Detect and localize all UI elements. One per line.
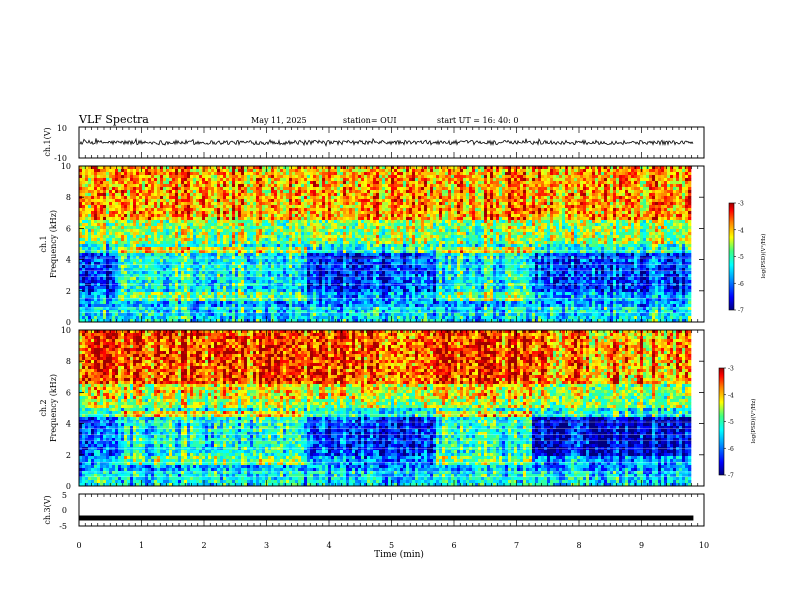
ch1-ylabel: ch.1(V) [43,127,52,156]
ch1-spectrogram-image [79,166,693,322]
ytick-label: 10 [61,326,71,335]
ch2-spec-ylabel-frequency: Frequency (kHz) [49,374,58,442]
ytick-label: 0 [66,482,71,491]
ch2-spectrogram-image [79,330,693,486]
ch2-colorbar-ticks: -3 -4 -5 -6 -7 [724,366,734,480]
time-tick-labels: 0 1 2 3 4 5 6 7 8 9 10 [76,541,709,550]
colorbar-tick-label: -7 [738,308,744,315]
colorbar-tick-label: -4 [728,392,734,399]
ch2-colorbar-scale [719,368,724,475]
ch1-spec-ylabel-channel: ch.1 [39,235,48,252]
time-tick-label: 4 [326,541,331,550]
ytick-label: 6 [66,388,71,397]
ytick-label: 8 [66,193,71,202]
time-tick-label: 3 [264,541,269,550]
ytick-label: 6 [66,224,71,233]
colorbar-tick-label: -7 [728,473,734,480]
ch3-ylabel: ch.3(V) [43,495,52,524]
ch3-ytick-top: 5 [62,491,67,500]
ch1-colorbar-label: log(PSD)(V²/Hz) [760,234,767,279]
time-tick-label: 9 [639,541,644,550]
colorbar-tick-label: -6 [738,281,744,288]
ch3-ytick-bottom: -5 [59,522,67,531]
ch1-spec-ylabel-frequency: Frequency (kHz) [49,210,58,278]
x-axis-label: Time (min) [374,549,424,560]
ch2-spectrogram-panel: 0 2 4 6 8 10 ch.2 Frequency (kHz) -3 -4 -5 -6 -7 … [39,326,757,491]
date-label: May 11, 2025 [251,116,307,125]
colorbar-tick-label: -3 [738,201,744,208]
ch1-ytick-top: 10 [57,124,67,133]
colorbar-tick-label: -5 [728,419,734,426]
time-tick-label: 0 [76,541,81,550]
station-label: station= OUI [343,116,397,125]
ytick-label: 2 [66,451,71,460]
colorbar-tick-label: -3 [728,366,734,373]
ch3-waveform-panel: 5 0 -5 ch.3(V) [43,491,704,531]
ch1-colorbar-ticks: -3 -4 -5 -6 -7 [734,201,744,315]
ytick-label: 8 [66,357,71,366]
time-tick-label: 10 [699,541,709,550]
ch1-trace [80,138,693,145]
ch1-waveform-panel: 10 -10 ch.1(V) [43,124,704,163]
time-tick-label: 2 [201,541,206,550]
time-tick-label: 8 [576,541,581,550]
time-tick-label: 5 [389,541,394,550]
start-time-label: start UT = 16: 40: 0 [437,116,518,125]
ch3-ytick-mid: 0 [62,506,67,515]
ch1-colorbar: -3 -4 -5 -6 -7 log(PSD)(V²/Hz) [729,201,767,315]
ytick-label: 10 [61,162,71,171]
ytick-label: 2 [66,287,71,296]
time-tick-label: 7 [514,541,519,550]
ch1-colorbar-scale [729,203,734,310]
ch2-colorbar: -3 -4 -5 -6 -7 log(PSD)(V²/Hz) [719,366,757,480]
figure-title: VLF Spectra [78,113,149,126]
time-tick-label: 1 [139,541,144,550]
colorbar-tick-label: -6 [728,446,734,453]
ch3-trace [79,516,693,521]
time-tick-label: 6 [451,541,456,550]
ytick-label: 4 [66,256,71,265]
colorbar-tick-label: -4 [738,227,744,234]
ch2-spec-ylabel-channel: ch.2 [39,399,48,416]
ch2-colorbar-label: log(PSD)(V²/Hz) [750,399,757,444]
ytick-label: 4 [66,420,71,429]
colorbar-tick-label: -5 [738,254,744,261]
